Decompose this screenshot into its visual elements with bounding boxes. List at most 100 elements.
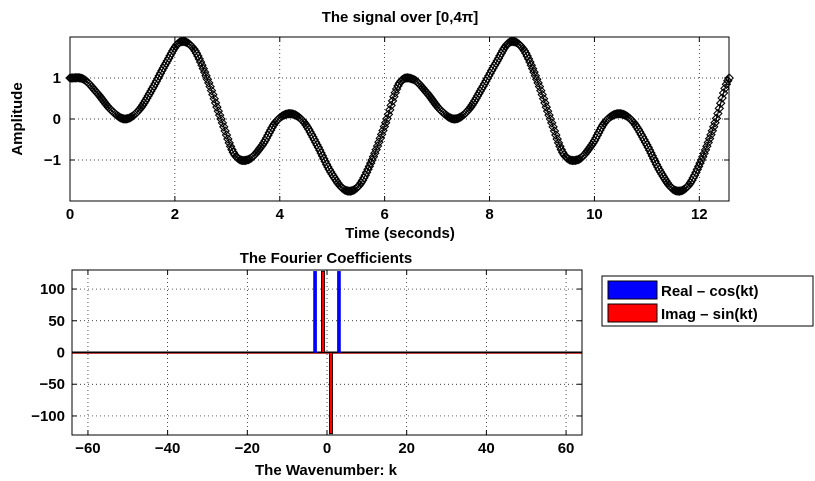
- real-coefficient-bar: [337, 271, 341, 353]
- signal-point: [531, 74, 542, 85]
- signal-plot-area: [70, 37, 729, 201]
- fourier-series: [72, 270, 582, 435]
- signal-point: [198, 63, 209, 74]
- fourier-y-tick-label: −100: [31, 408, 65, 425]
- signal-point: [194, 54, 204, 64]
- signal-point: [497, 46, 508, 56]
- signal-markers: [65, 36, 734, 196]
- signal-point: [120, 114, 130, 124]
- signal-point: [542, 106, 553, 116]
- signal-point: [618, 109, 628, 120]
- signal-point: [552, 134, 562, 144]
- signal-x-tick-label: 10: [586, 206, 603, 223]
- signal-point: [289, 109, 299, 120]
- signal-point: [208, 89, 218, 100]
- signal-point: [224, 138, 234, 148]
- signal-point: [536, 85, 546, 96]
- signal-plot-ticks: 0 2 4 6 8 10 12 −1 0 1: [44, 37, 729, 223]
- signal-point: [546, 118, 557, 128]
- signal-x-axis-label: Time (seconds): [345, 225, 455, 242]
- signal-point: [530, 70, 541, 81]
- signal-point: [201, 70, 211, 81]
- signal-point: [328, 171, 339, 182]
- signal-point: [723, 75, 733, 86]
- signal-plot: The signal over [0,4π] 0 2 4 6 8 10 12 −1 0 1 Tim…: [9, 9, 734, 242]
- legend-label-real: Real – cos(kt): [661, 283, 759, 300]
- signal-point: [206, 85, 217, 96]
- signal-point: [538, 94, 549, 104]
- fourier-x-tick-label: −60: [75, 440, 100, 457]
- signal-point: [72, 72, 82, 83]
- signal-point: [713, 108, 723, 119]
- signal-point: [544, 110, 554, 120]
- signal-point: [202, 74, 213, 85]
- signal-point: [693, 161, 704, 172]
- legend-swatch-imag: [607, 303, 658, 323]
- signal-point: [692, 164, 703, 175]
- signal-point: [212, 102, 222, 112]
- legend-entry-imag: Imag – sin(kt): [607, 303, 758, 323]
- fourier-x-tick-label: 60: [558, 440, 575, 457]
- signal-point: [209, 94, 219, 104]
- signal-point: [673, 186, 684, 196]
- signal-plot-title: The signal over [0,4π]: [322, 9, 479, 26]
- signal-point: [540, 98, 550, 108]
- signal-point: [213, 106, 224, 116]
- signal-point: [218, 122, 229, 132]
- real-coefficient-bar: [313, 271, 317, 353]
- signal-point: [176, 36, 186, 47]
- signal-plot-frame: [69, 36, 730, 202]
- signal-point: [267, 122, 277, 133]
- signal-point: [220, 126, 230, 136]
- signal-point: [695, 158, 705, 168]
- signal-point: [549, 126, 560, 136]
- legend-swatch-real: [607, 280, 658, 300]
- fourier-y-tick-label: −50: [40, 376, 65, 393]
- signal-point: [551, 130, 561, 140]
- signal-series: [65, 36, 734, 196]
- signal-point: [195, 57, 206, 67]
- fourier-plot-title: The Fourier Coefficients: [240, 250, 413, 267]
- signal-point: [365, 158, 376, 168]
- signal-point: [214, 110, 225, 120]
- fourier-y-tick-label: 0: [57, 345, 65, 362]
- signal-point: [537, 89, 547, 100]
- signal-point: [344, 186, 354, 196]
- signal-point: [221, 130, 232, 140]
- signal-point: [714, 103, 725, 114]
- signal-point: [168, 46, 178, 56]
- signal-point: [696, 155, 707, 165]
- signal-point: [545, 114, 556, 124]
- signal-point: [223, 134, 233, 144]
- signal-y-axis-label: Amplitude: [9, 82, 26, 155]
- signal-point: [569, 155, 579, 166]
- signal-y-tick-label: 0: [53, 111, 61, 128]
- signal-x-tick-label: 0: [66, 206, 74, 223]
- imag-coefficient-bar: [321, 270, 326, 353]
- fourier-x-tick-label: 0: [323, 440, 331, 457]
- signal-x-tick-label: 12: [691, 206, 708, 223]
- fourier-plot-frame: [71, 269, 583, 436]
- signal-point: [657, 169, 667, 179]
- signal-point: [658, 171, 669, 182]
- signal-point: [205, 81, 215, 92]
- signal-point: [715, 98, 726, 108]
- signal-x-tick-label: 6: [380, 206, 388, 223]
- signal-point: [525, 57, 535, 67]
- signal-point: [510, 37, 520, 47]
- signal-point: [541, 102, 552, 112]
- signal-point: [199, 67, 210, 77]
- signal-point: [526, 60, 537, 71]
- signal-point: [393, 81, 403, 91]
- signal-point: [197, 60, 207, 71]
- signal-x-tick-label: 4: [276, 206, 285, 223]
- signal-point: [523, 54, 534, 64]
- fourier-x-axis-label: The Wavenumber: k: [255, 462, 398, 479]
- signal-x-tick-label: 2: [171, 206, 179, 223]
- signal-point: [401, 73, 411, 83]
- signal-point: [449, 114, 460, 124]
- signal-point: [691, 167, 701, 178]
- signal-y-tick-label: 1: [53, 70, 61, 87]
- fourier-legend: Real – cos(kt) Imag – sin(kt): [601, 275, 814, 327]
